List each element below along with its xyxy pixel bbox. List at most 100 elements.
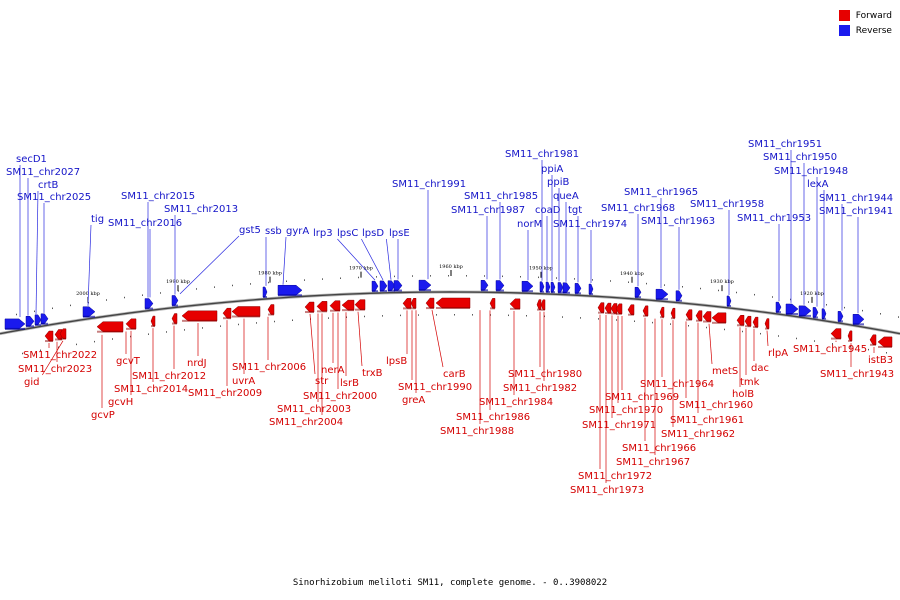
gene-label-sm11-chr2014: SM11_chr2014 bbox=[114, 384, 188, 395]
minor-tick bbox=[682, 286, 683, 288]
forward-gene-arrow bbox=[304, 301, 315, 313]
forward-gene-shadow bbox=[703, 320, 711, 323]
reverse-gene-arrow bbox=[144, 298, 154, 309]
forward-gene-shadow bbox=[643, 314, 648, 317]
minor-tick bbox=[880, 313, 881, 315]
reverse-gene-shadow bbox=[419, 289, 431, 292]
gene-label-sm11-chr1973: SM11_chr1973 bbox=[570, 485, 644, 496]
minor-tick bbox=[862, 309, 863, 312]
gene-label-sm11-chr1982: SM11_chr1982 bbox=[503, 383, 577, 394]
gene-label-sm11-chr1970: SM11_chr1970 bbox=[589, 405, 663, 416]
gene-label-ppib: ppiB bbox=[547, 177, 569, 188]
forward-gene-shadow bbox=[628, 313, 634, 316]
minor-tick bbox=[718, 289, 719, 292]
scale-tick-label: 2000 kbp bbox=[76, 291, 100, 297]
forward-gene-shadow bbox=[765, 327, 769, 330]
forward-gene-arrow bbox=[96, 321, 124, 332]
gene-label-sm11-chr1987: SM11_chr1987 bbox=[451, 205, 525, 216]
reverse-gene-shadow bbox=[575, 292, 581, 295]
gene-label-istb3: istB3 bbox=[868, 355, 893, 366]
reverse-gene-arrow bbox=[495, 280, 505, 291]
minor-tick bbox=[250, 283, 251, 285]
reverse-gene-arrow bbox=[545, 281, 551, 293]
reverse-gene-shadow bbox=[522, 290, 533, 293]
minor-tick bbox=[148, 333, 149, 335]
minor-tick bbox=[358, 276, 359, 279]
reverse-gene-shadow bbox=[563, 291, 570, 294]
forward-gene-shadow bbox=[268, 313, 274, 316]
gene-label-gst5: gst5 bbox=[239, 225, 261, 236]
forward-gene-shadow bbox=[126, 327, 136, 330]
minor-tick bbox=[124, 296, 125, 299]
forward-gene-shadow bbox=[541, 308, 545, 311]
minor-tick bbox=[322, 278, 323, 280]
reverse-gene-shadow bbox=[635, 296, 641, 299]
gene-label-sm11-chr1986: SM11_chr1986 bbox=[456, 412, 530, 423]
forward-gene-arrow bbox=[711, 312, 727, 324]
reverse-gene-arrow bbox=[550, 281, 556, 293]
gene-label-holb: holB bbox=[732, 389, 754, 400]
gene-label-mets: metS bbox=[712, 366, 738, 377]
forward-gene-arrow bbox=[597, 302, 605, 313]
forward-gene-shadow bbox=[223, 317, 231, 320]
minor-tick bbox=[58, 346, 59, 349]
minor-tick bbox=[592, 279, 593, 281]
minor-tick bbox=[112, 338, 113, 340]
gene-label-ppia: ppiA bbox=[541, 164, 563, 175]
gene-label-sm11-chr1967: SM11_chr1967 bbox=[616, 457, 690, 468]
gene-label-sm11-chr1962: SM11_chr1962 bbox=[661, 429, 735, 440]
reverse-gene-shadow bbox=[5, 327, 25, 330]
gene-label-ssb: ssb bbox=[265, 226, 282, 237]
reverse-gene-shadow bbox=[83, 315, 95, 318]
minor-tick bbox=[760, 332, 761, 335]
reverse-label-leader bbox=[87, 224, 92, 306]
minor-tick bbox=[814, 340, 815, 342]
minor-tick bbox=[340, 277, 341, 279]
gene-label-sm11-chr2003: SM11_chr2003 bbox=[277, 404, 351, 415]
minor-tick bbox=[688, 325, 689, 327]
gene-label-sm11-chr1943: SM11_chr1943 bbox=[820, 369, 894, 380]
gene-label-sm11-chr1963: SM11_chr1963 bbox=[641, 216, 715, 227]
reverse-gene-shadow bbox=[813, 316, 818, 319]
reverse-gene-arrow bbox=[539, 281, 545, 292]
gene-label-lexa: lexA bbox=[807, 179, 829, 190]
reverse-gene-shadow bbox=[35, 323, 41, 326]
reverse-gene-shadow bbox=[372, 290, 378, 293]
forward-gene-arrow bbox=[847, 330, 853, 342]
minor-tick bbox=[826, 304, 827, 306]
reverse-gene-shadow bbox=[172, 304, 178, 307]
scale-tick-label: 1960 kbp bbox=[439, 264, 463, 270]
reverse-gene-shadow bbox=[546, 290, 550, 293]
minor-tick bbox=[562, 316, 563, 318]
gene-label-sm11-chr2022: SM11_chr2022 bbox=[23, 350, 97, 361]
legend-forward-swatch bbox=[838, 10, 850, 21]
forward-gene-shadow bbox=[355, 308, 365, 311]
minor-tick bbox=[202, 327, 203, 329]
forward-gene-shadow bbox=[317, 310, 327, 313]
reverse-gene-arrow bbox=[557, 282, 564, 293]
reverse-gene-arrow bbox=[171, 295, 179, 306]
gene-label-uvra: uvrA bbox=[232, 376, 255, 387]
minor-tick bbox=[646, 282, 647, 285]
minor-tick bbox=[598, 318, 599, 320]
gene-label-lrp3: lrp3 bbox=[313, 228, 333, 239]
minor-tick bbox=[700, 287, 701, 290]
minor-tick bbox=[652, 321, 653, 324]
minor-tick bbox=[232, 284, 233, 287]
gene-label-sm11-chr2016: SM11_chr2016 bbox=[108, 218, 182, 229]
reverse-gene-arrow bbox=[562, 282, 571, 294]
reverse-gene-shadow bbox=[496, 289, 504, 292]
minor-tick bbox=[832, 343, 833, 345]
forward-gene-shadow bbox=[436, 307, 470, 310]
reverse-gene-shadow bbox=[41, 322, 48, 325]
minor-tick bbox=[574, 278, 575, 280]
legend-forward: Forward bbox=[838, 8, 892, 23]
minor-tick bbox=[754, 293, 755, 296]
reverse-gene-shadow bbox=[263, 295, 267, 298]
gene-label-sm11-chr1990: SM11_chr1990 bbox=[398, 382, 472, 393]
forward-gene-shadow bbox=[426, 307, 434, 310]
scale-tick-label: 1950 kbp bbox=[529, 266, 553, 272]
scale-tick-label: 1990 kbp bbox=[166, 279, 190, 285]
gene-label-sm11-chr1941: SM11_chr1941 bbox=[819, 206, 893, 217]
minor-tick bbox=[346, 316, 347, 318]
